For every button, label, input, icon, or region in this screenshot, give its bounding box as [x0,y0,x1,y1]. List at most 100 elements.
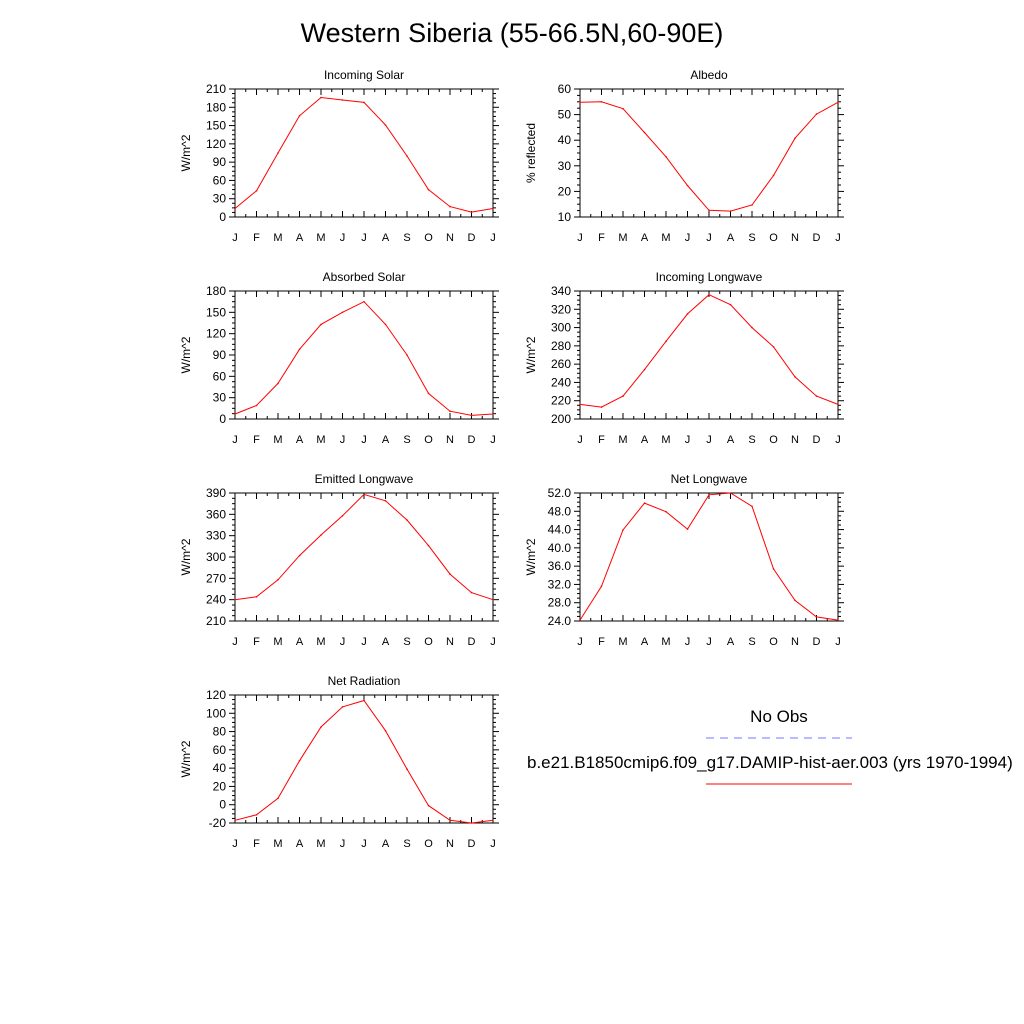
y-tick-label: 220 [551,394,571,408]
x-tick-label: J [685,232,691,244]
data-point [492,207,494,210]
x-tick-label: J [685,434,691,446]
series-line [579,101,839,212]
x-tick-label: M [273,232,282,244]
data-point [686,313,689,315]
data-point [427,188,430,191]
x-tick-label: A [296,636,304,648]
series-line [579,294,839,408]
data-point [341,515,344,517]
y-axis-label: W/m^2 [524,336,538,373]
x-tick-label: D [813,636,821,648]
data-point [751,326,753,329]
y-axis-label: W/m^2 [179,740,193,777]
series-line [234,301,494,416]
series-line [579,492,839,621]
data-point [579,403,581,406]
plot-frame [234,492,494,622]
data-point [470,414,473,417]
panel-title: Net Longwave [671,472,748,486]
x-tick-label: A [382,434,390,446]
data-point [384,124,387,126]
data-point [815,616,818,618]
data-point [298,115,301,117]
data-point [643,502,646,504]
x-tick-label: M [316,434,325,446]
y-tick-label: 320 [551,302,571,316]
y-tick-label: 270 [206,571,226,585]
x-tick-label: S [403,838,410,850]
x-tick-label: A [641,636,649,648]
data-point [234,207,236,210]
x-tick-label: N [446,434,454,446]
y-tick-label: 36.0 [548,559,572,573]
x-tick-label: J [706,232,712,244]
plot-frame [234,694,494,824]
data-point [751,204,753,206]
data-point [427,392,430,395]
y-tick-label: 48.0 [548,504,572,518]
data-point [686,184,689,187]
x-tick-label: S [403,636,410,648]
x-tick-label: F [598,434,605,446]
data-point [794,137,796,139]
data-point [643,368,646,371]
data-point [643,131,646,134]
data-point [277,152,279,154]
y-tick-label: 390 [206,486,226,500]
plot-frame [234,290,494,420]
x-tick-label: J [232,636,238,648]
x-tick-label: O [769,434,778,446]
data-point [815,113,818,115]
data-point [837,619,839,621]
y-tick-label: 330 [206,529,226,543]
data-point [363,300,365,303]
y-tick-label: 360 [206,507,226,521]
x-tick-label: F [253,232,260,244]
y-axis-label: W/m^2 [179,336,193,373]
data-point [492,598,494,601]
data-point [363,493,365,496]
x-tick-label: M [661,434,670,446]
x-tick-label: N [446,232,454,244]
y-tick-label: 150 [206,305,226,319]
data-point [320,96,322,99]
x-tick-label: J [835,636,841,648]
x-tick-label: D [468,434,476,446]
data-point [794,599,796,602]
x-tick-label: M [661,636,670,648]
x-tick-label: O [424,636,433,648]
y-tick-label: 300 [551,321,571,335]
y-tick-label: 240 [551,375,571,389]
y-tick-label: 200 [551,412,571,426]
y-axis-label: W/m^2 [179,134,193,171]
panel-title: Emitted Longwave [315,472,414,486]
x-tick-label: A [641,434,649,446]
y-tick-label: 260 [551,357,571,371]
data-point [406,519,408,521]
data-point [492,819,494,822]
y-tick-label: 20 [558,184,572,198]
x-tick-label: J [490,636,496,648]
panel-title: Absorbed Solar [323,270,406,284]
x-tick-label: N [791,232,799,244]
x-tick-label: M [316,232,325,244]
data-point [298,348,301,351]
panel-title: Albedo [690,68,728,82]
x-tick-label: J [361,636,367,648]
x-tick-label: J [835,232,841,244]
y-tick-label: 30 [558,159,572,173]
x-tick-label: J [232,232,238,244]
series-line [234,699,494,824]
data-point [665,156,667,158]
y-axis-label: % reflected [524,123,538,183]
y-tick-label: 60 [213,369,227,383]
x-tick-label: J [232,434,238,446]
series-line [234,96,494,213]
legend-obs-label: No Obs [750,707,808,726]
x-tick-label: S [403,434,410,446]
data-point [665,510,667,513]
data-point [277,382,279,385]
